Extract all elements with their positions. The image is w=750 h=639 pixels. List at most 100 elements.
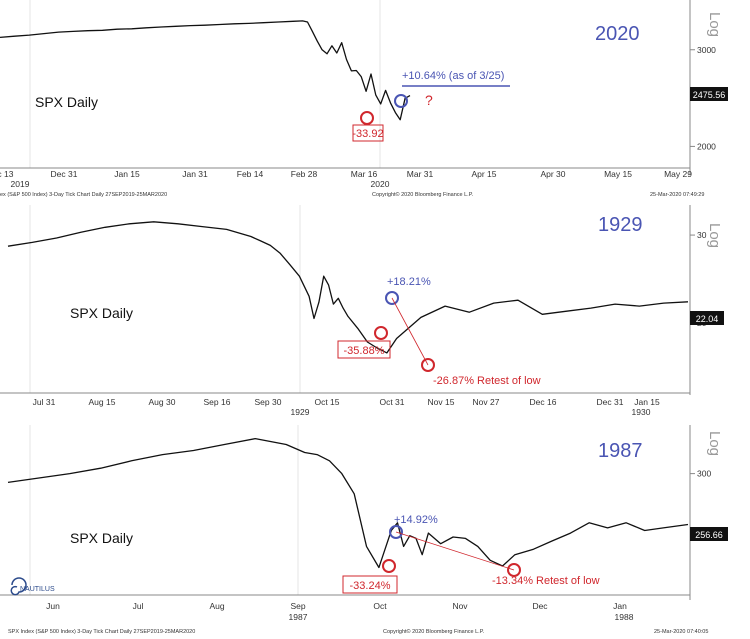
x-tick-label: Aug 30 — [149, 397, 176, 407]
x-sub-label: 1987 — [289, 612, 308, 622]
y-tick-label: 300 — [697, 469, 711, 479]
x-sub-label: 2020 — [371, 179, 390, 189]
y-tick-label: 3000 — [697, 45, 716, 55]
x-sub-label: 1988 — [615, 612, 634, 622]
x-tick-label: Dec 31 — [597, 397, 624, 407]
bounce-text: +18.21% — [387, 276, 431, 288]
log-scale-label: Log — [706, 431, 723, 456]
decline-text: -33.92 — [352, 128, 383, 140]
x-ticks: Dec 13 Dec 31 Jan 15 Jan 31 Feb 14 Feb 28 Mar … — [0, 169, 692, 189]
x-sub-label: 1929 — [291, 407, 310, 417]
annotation-retest: -26.87% Retest of low — [421, 358, 541, 387]
y-tick-label: 2000 — [697, 141, 716, 151]
series-label: SPX Daily — [35, 94, 98, 110]
last-value-text: 256.66 — [695, 530, 723, 540]
annotation-bounce: +10.64% (as of 3/25) ? — [394, 70, 510, 108]
x-tick-label: Dec 16 — [530, 397, 557, 407]
series-label: SPX Daily — [70, 530, 133, 546]
log-scale-label: Log — [706, 12, 723, 37]
annotation-decline: -33.24% — [342, 559, 398, 594]
x-tick-label: Jan 15 — [114, 169, 140, 179]
x-tick-label: Oct 31 — [379, 397, 404, 407]
y-ticks: 2000 3000 — [690, 45, 716, 151]
annotation-decline: -35.88% — [337, 326, 391, 359]
x-tick-label: Feb 28 — [291, 169, 318, 179]
retest-text: -13.34% Retest of low — [492, 575, 600, 587]
x-tick-label: May 29 — [664, 169, 692, 179]
decline-text: -35.88% — [344, 345, 385, 357]
x-tick-label: Nov 27 — [473, 397, 500, 407]
x-tick-label: Jan — [613, 601, 627, 611]
bounce-text: +14.92% — [394, 514, 438, 526]
decline-text: -33.24% — [350, 580, 391, 592]
plot-grid — [29, 0, 381, 168]
logo-text: NAUTILUS — [20, 586, 55, 593]
y-ticks: 300 — [690, 469, 711, 479]
log-scale-label: Log — [706, 223, 723, 248]
bounce-circle — [389, 525, 403, 539]
chart-panel-1987: 300 Jun Jul Aug Sep Oct Nov Dec Jan 1987 1988 Log… — [0, 425, 728, 635]
x-tick-label: Sep 16 — [204, 397, 231, 407]
x-tick-label: Apr 30 — [540, 169, 565, 179]
footer-left: SPX Index (S&P 500 Index) 3-Day Tick Cha… — [8, 629, 195, 635]
x-tick-label: Jul — [133, 601, 144, 611]
y-tick-label: 30 — [697, 230, 707, 240]
retest-trend-line — [395, 531, 515, 571]
bounce-circle — [385, 291, 399, 305]
decline-box — [337, 340, 391, 359]
year-label: 2020 — [595, 23, 640, 45]
decline-circle — [360, 111, 374, 125]
x-tick-label: Oct 15 — [314, 397, 339, 407]
x-sub-label: 2019 — [11, 179, 30, 189]
x-tick-label: Sep 30 — [255, 397, 282, 407]
footer-right: 25-Mar-2020 07:49:29 — [650, 192, 704, 198]
footer-right: 25-Mar-2020 07:40:05 — [654, 629, 708, 635]
nautilus-shell-icon — [10, 577, 27, 596]
x-tick-label: Jun — [46, 601, 60, 611]
chart-panel-2020: 2000 3000 Dec 13 Dec 31 Jan 15 Jan 31 Feb 14 F… — [0, 0, 728, 198]
bounce-text: +10.64% (as of 3/25) — [402, 70, 504, 82]
price-line — [7, 221, 689, 354]
retest-trend-line — [391, 297, 429, 366]
x-ticks: Jul 31 Aug 15 Aug 30 Sep 16 Sep 30 Oct 15 Oct … — [33, 397, 660, 417]
annotation-bounce: +14.92% — [389, 514, 515, 571]
retest-text: -26.87% Retest of low — [433, 375, 541, 387]
x-tick-label: Feb 14 — [237, 169, 264, 179]
nautilus-logo: NAUTILUS — [10, 577, 55, 596]
x-tick-label: Mar 16 — [351, 169, 378, 179]
x-tick-label: Nov 15 — [428, 397, 455, 407]
x-tick-label: Sep — [290, 601, 305, 611]
retest-circle — [507, 563, 521, 577]
decline-box — [352, 124, 384, 142]
retest-circle — [421, 358, 435, 372]
x-tick-label: Jul 31 — [33, 397, 56, 407]
footer-center: Copyright© 2020 Bloomberg Finance L.P. — [383, 628, 485, 635]
last-value-tag: 256.66 — [690, 527, 728, 541]
last-value-text: 2475.56 — [693, 90, 726, 100]
x-tick-label: Mar 31 — [407, 169, 434, 179]
last-value-tag: 2475.56 — [690, 87, 728, 101]
bounce-circle — [394, 94, 408, 108]
x-tick-label: Jan 31 — [182, 169, 208, 179]
decline-circle — [382, 559, 396, 573]
plot-grid — [29, 425, 299, 595]
price-line — [7, 437, 689, 569]
decline-circle — [374, 326, 388, 340]
question-mark: ? — [425, 92, 433, 108]
last-value-tag: 22.04 — [690, 311, 724, 325]
year-label: 1929 — [598, 214, 643, 236]
plot-grid — [29, 205, 301, 393]
year-label: 1987 — [598, 440, 643, 462]
annotation-decline: -33.92 — [352, 111, 384, 142]
x-tick-label: Dec 31 — [51, 169, 78, 179]
x-tick-label: Oct — [373, 601, 387, 611]
decline-box — [342, 575, 398, 594]
price-line — [0, 20, 411, 121]
x-tick-label: Apr 15 — [471, 169, 496, 179]
footer-center: Copyright© 2020 Bloomberg Finance L.P. — [372, 191, 474, 198]
x-sub-label: 1930 — [632, 407, 651, 417]
x-tick-label: Aug — [209, 601, 224, 611]
x-tick-label: Dec 13 — [0, 169, 14, 179]
last-value-text: 22.04 — [696, 314, 719, 324]
